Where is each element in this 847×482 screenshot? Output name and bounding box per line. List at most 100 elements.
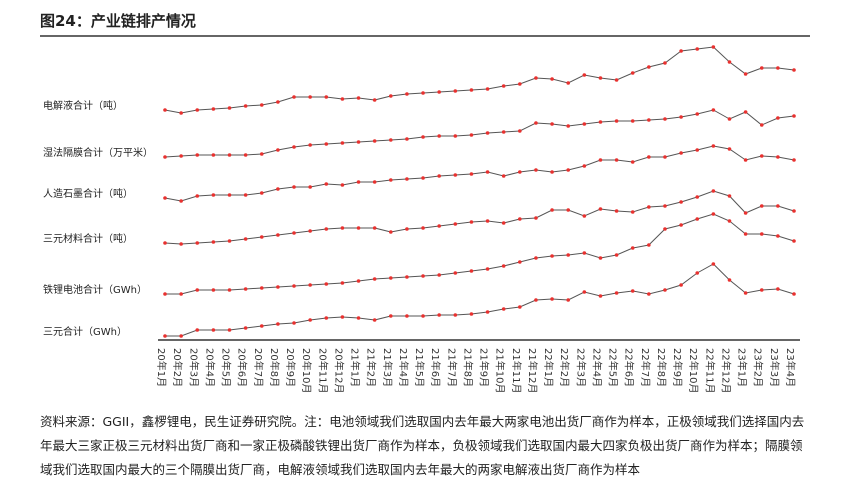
point	[534, 256, 538, 260]
point	[518, 260, 522, 264]
point	[308, 143, 312, 147]
point	[227, 288, 232, 292]
point	[405, 275, 409, 279]
x-tick-label: 21年9月	[478, 348, 491, 387]
x-tick-label: 21年2月	[365, 348, 378, 387]
point	[711, 212, 716, 216]
point	[356, 140, 361, 144]
point	[534, 168, 538, 172]
point	[211, 107, 216, 111]
x-tick-label: 20年9月	[284, 348, 297, 387]
point	[711, 144, 716, 148]
x-tick-label: 23年4月	[784, 348, 797, 387]
point	[598, 256, 603, 260]
x-tick-label: 20年10月	[300, 348, 313, 393]
point	[453, 134, 458, 138]
point	[372, 277, 377, 281]
point	[259, 286, 264, 290]
point	[308, 229, 312, 233]
point	[453, 89, 458, 93]
point	[437, 174, 441, 178]
x-tick-label: 22年11月	[703, 348, 716, 393]
point	[518, 129, 522, 133]
point	[292, 231, 296, 235]
point	[276, 100, 280, 104]
x-tick-label: 20年8月	[268, 348, 281, 387]
x-tick-label: 22年8月	[655, 348, 668, 387]
point	[711, 262, 716, 266]
x-tick-label: 20年2月	[171, 348, 184, 387]
x-tick-label: 21年10月	[494, 348, 507, 393]
point	[647, 243, 651, 247]
point	[679, 223, 683, 227]
point	[630, 160, 635, 164]
point	[308, 318, 312, 322]
point	[759, 66, 764, 70]
point	[259, 103, 264, 107]
point	[501, 84, 506, 88]
point	[453, 313, 458, 317]
point	[598, 294, 603, 298]
point	[421, 314, 425, 318]
point	[469, 312, 474, 316]
point	[776, 116, 780, 120]
point	[566, 298, 571, 302]
point	[405, 227, 409, 231]
point	[679, 49, 683, 53]
point	[372, 139, 377, 143]
point	[630, 119, 635, 123]
point	[582, 251, 587, 255]
x-tick-label: 21年1月	[349, 348, 362, 387]
point	[259, 235, 264, 239]
point	[695, 271, 700, 275]
point	[679, 151, 683, 155]
point	[759, 154, 764, 158]
x-tick-label: 22年5月	[607, 348, 620, 387]
point	[663, 117, 667, 121]
point	[550, 208, 554, 212]
point	[776, 287, 780, 291]
point	[421, 274, 425, 278]
point	[243, 193, 248, 197]
x-tick-label: 22年1月	[542, 348, 555, 387]
point	[308, 283, 312, 287]
point	[695, 195, 700, 199]
point	[534, 121, 538, 125]
point	[679, 115, 683, 119]
point	[485, 131, 490, 135]
x-tick-label: 20年3月	[187, 348, 200, 387]
point	[276, 233, 280, 237]
x-tick-label: 22年7月	[639, 348, 652, 387]
point	[453, 173, 458, 177]
x-tick-label: 21年11月	[510, 348, 523, 393]
point	[388, 230, 393, 234]
point	[518, 217, 522, 221]
point	[501, 307, 506, 311]
x-tick-label: 20年11月	[316, 348, 329, 393]
point	[614, 78, 619, 82]
point	[372, 180, 377, 184]
point	[227, 106, 232, 110]
point	[743, 232, 748, 236]
point	[518, 82, 522, 86]
point	[647, 205, 651, 209]
point	[243, 237, 248, 241]
point	[340, 315, 345, 319]
series-label: 人造石墨合计（吨）	[43, 187, 133, 200]
point	[276, 187, 280, 191]
point	[743, 110, 748, 114]
point	[195, 288, 200, 292]
point	[388, 276, 393, 280]
point	[356, 180, 361, 184]
point	[582, 214, 587, 218]
point	[647, 155, 651, 159]
point	[614, 209, 619, 213]
point	[388, 178, 393, 182]
point	[727, 60, 732, 64]
point	[453, 222, 458, 226]
point	[776, 66, 780, 70]
point	[469, 220, 474, 224]
point	[614, 158, 619, 162]
point	[518, 305, 522, 309]
point	[727, 147, 732, 151]
